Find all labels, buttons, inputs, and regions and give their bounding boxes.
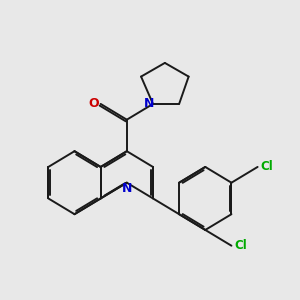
Text: O: O (89, 98, 99, 110)
Text: Cl: Cl (261, 160, 273, 173)
Text: N: N (144, 98, 154, 110)
Text: Cl: Cl (234, 239, 247, 252)
Text: N: N (122, 182, 132, 194)
